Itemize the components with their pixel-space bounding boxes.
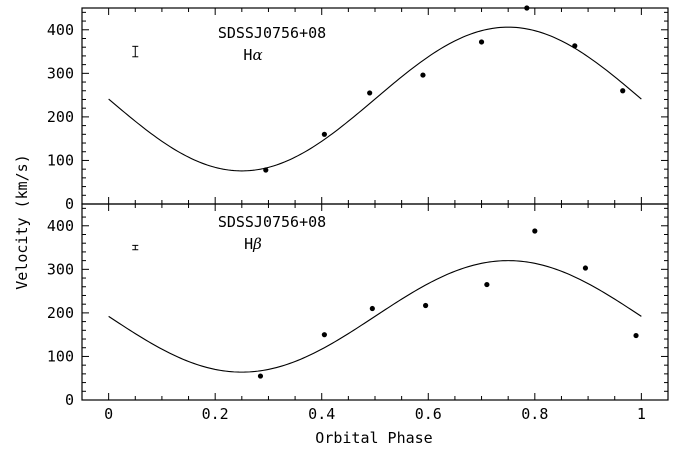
x-tick-label: 0.4 bbox=[308, 405, 335, 423]
panel-object-label: SDSSJ0756+08 bbox=[218, 213, 326, 231]
y-tick-label: 0 bbox=[65, 195, 74, 213]
panel-line-label: Hα bbox=[243, 46, 262, 64]
y-tick-label: 0 bbox=[65, 391, 74, 409]
data-point bbox=[423, 302, 429, 309]
data-point bbox=[321, 332, 327, 338]
data-point bbox=[257, 373, 264, 379]
data-point bbox=[524, 5, 530, 11]
data-point bbox=[478, 39, 485, 45]
x-tick-label: 0.8 bbox=[521, 405, 548, 423]
y-tick-label: 400 bbox=[47, 217, 74, 235]
panel-line-greek: β bbox=[252, 235, 262, 253]
y-tick-label: 100 bbox=[47, 347, 74, 365]
panel-line-greek: α bbox=[252, 46, 262, 64]
y-tick-label: 300 bbox=[47, 260, 74, 278]
y-tick-label: 200 bbox=[47, 304, 74, 322]
data-point bbox=[263, 167, 269, 173]
x-tick-label: 0 bbox=[104, 405, 113, 423]
y-axis-label: Velocity (km/s) bbox=[13, 154, 31, 289]
y-tick-label: 400 bbox=[47, 21, 74, 39]
data-point bbox=[620, 88, 626, 94]
panel-h-alpha: SDSSJ0756+08 Hα 0 100 200 300 400 bbox=[47, 5, 669, 213]
panel-line-label: Hβ bbox=[244, 235, 262, 253]
data-point bbox=[633, 332, 639, 339]
panel-h-beta: SDSSJ0756+08 Hβ 0 100 200 300 400 0 0.2 0.4 0.6 0… bbox=[47, 203, 669, 423]
y-tick-label: 100 bbox=[47, 151, 74, 169]
x-tick-label: 0.2 bbox=[202, 405, 229, 423]
x-tick-label: 1 bbox=[637, 405, 646, 423]
data-point bbox=[484, 281, 490, 288]
data-point bbox=[367, 90, 373, 96]
panel-line-element: H bbox=[244, 235, 253, 253]
data-point bbox=[572, 43, 578, 49]
sinusoid-fit-curve bbox=[108, 26, 642, 172]
panel-line-element: H bbox=[243, 46, 252, 64]
plot-frame bbox=[81, 7, 669, 205]
data-point bbox=[420, 72, 426, 78]
panel-object-label: SDSSJ0756+08 bbox=[218, 24, 326, 42]
sinusoid-fit-curve bbox=[108, 260, 642, 373]
plot-frame bbox=[81, 203, 669, 401]
y-tick-label: 200 bbox=[47, 108, 74, 126]
data-point bbox=[321, 131, 327, 137]
data-point bbox=[582, 265, 589, 271]
data-point bbox=[369, 305, 375, 312]
data-point bbox=[532, 228, 538, 234]
y-tick-label: 300 bbox=[47, 64, 74, 82]
x-axis-label: Orbital Phase bbox=[315, 429, 432, 447]
x-tick-label: 0.6 bbox=[415, 405, 442, 423]
